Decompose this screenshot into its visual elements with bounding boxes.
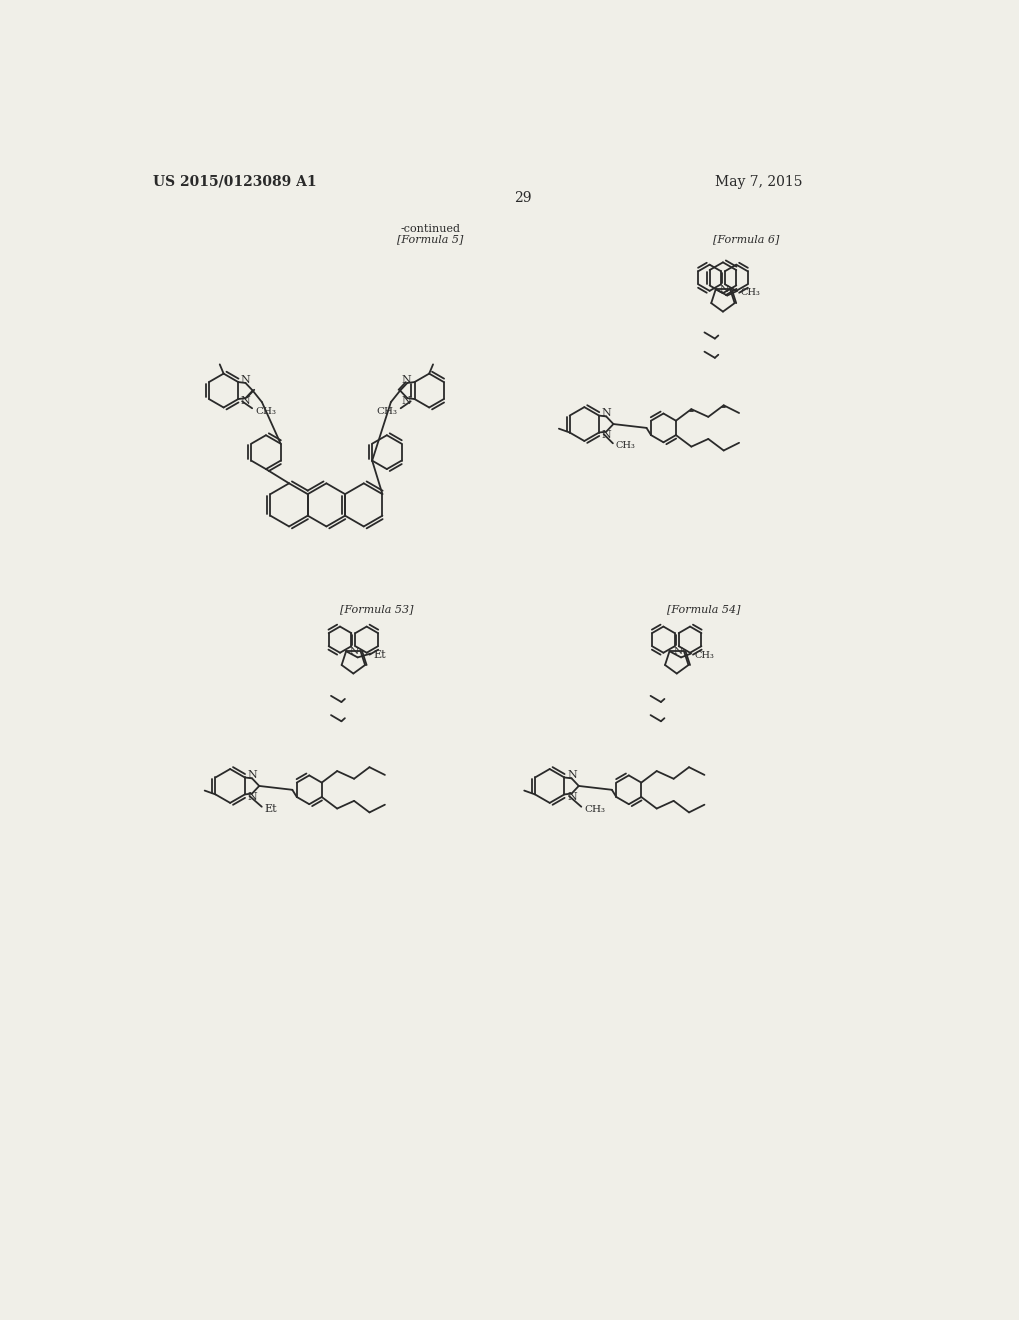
Text: [Formula 54]: [Formula 54] xyxy=(666,603,740,614)
Text: N: N xyxy=(601,408,611,418)
Text: [Formula 53]: [Formula 53] xyxy=(339,603,413,614)
Text: N: N xyxy=(401,396,412,407)
Text: N: N xyxy=(350,647,359,656)
Text: CH₃: CH₃ xyxy=(615,441,635,450)
Text: [Formula 6]: [Formula 6] xyxy=(712,234,779,244)
Text: May 7, 2015: May 7, 2015 xyxy=(714,174,802,189)
Text: US 2015/0123089 A1: US 2015/0123089 A1 xyxy=(153,174,317,189)
Text: N: N xyxy=(240,375,250,384)
Text: CH₃: CH₃ xyxy=(694,651,713,660)
Text: -continued: -continued xyxy=(399,224,460,234)
Text: 29: 29 xyxy=(514,191,531,206)
Text: CH₃: CH₃ xyxy=(376,407,397,416)
Text: N: N xyxy=(567,770,577,780)
Text: CH₃: CH₃ xyxy=(584,805,605,813)
Text: N: N xyxy=(401,375,412,384)
Text: N: N xyxy=(248,770,257,780)
Text: N: N xyxy=(673,647,682,656)
Text: N: N xyxy=(248,792,257,801)
Text: CH₃: CH₃ xyxy=(255,407,276,416)
Text: N: N xyxy=(718,285,728,294)
Text: N: N xyxy=(240,396,250,407)
Text: N: N xyxy=(567,792,577,801)
Text: Et: Et xyxy=(373,649,386,660)
Text: N: N xyxy=(601,430,611,440)
Text: Et: Et xyxy=(265,804,277,814)
Text: CH₃: CH₃ xyxy=(740,288,759,297)
Text: [Formula 5]: [Formula 5] xyxy=(396,234,463,244)
